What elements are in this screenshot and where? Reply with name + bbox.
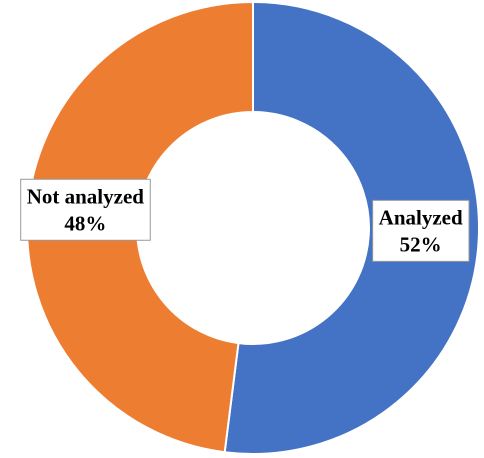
label-box: [20, 178, 151, 241]
donut-segment: [26, 0, 254, 454]
label-box: [372, 199, 470, 262]
label-category: Analyzed: [379, 205, 463, 229]
label-value: 52%: [400, 232, 442, 256]
data-label: Analyzed 52%: [372, 199, 470, 262]
donut-segment: [223, 0, 480, 455]
label-value: 48%: [64, 211, 106, 235]
data-label: Not analyzed 48%: [20, 178, 151, 241]
label-category: Not analyzed: [27, 184, 145, 208]
